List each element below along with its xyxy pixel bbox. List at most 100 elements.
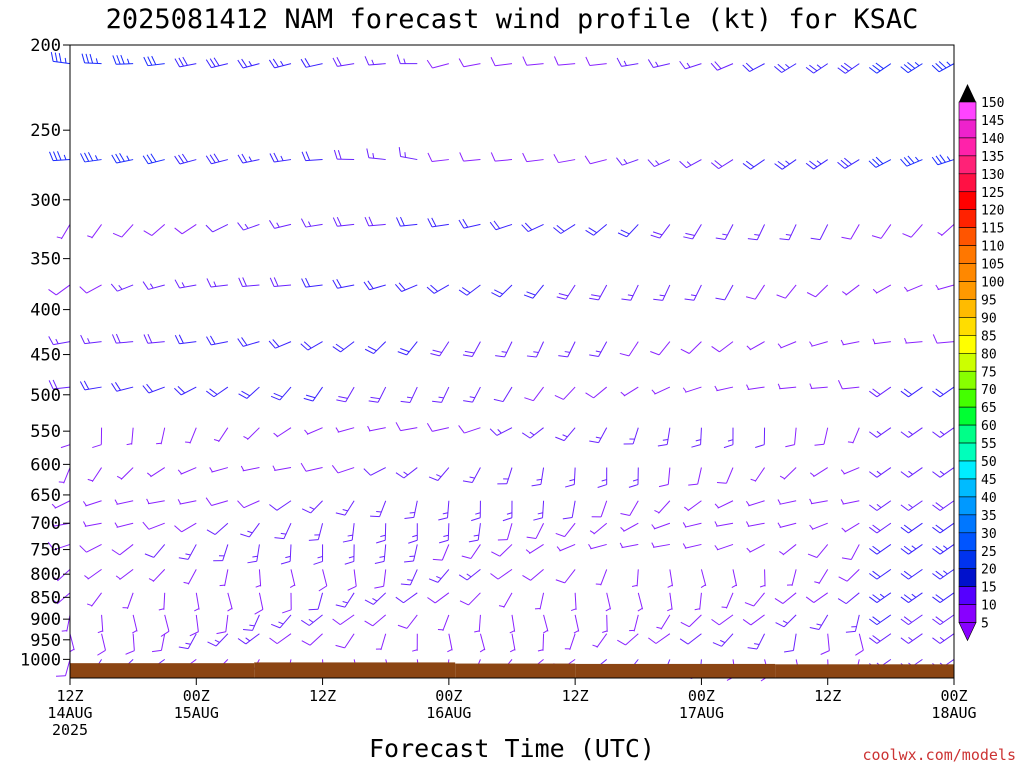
wind-barb bbox=[650, 224, 671, 239]
wind-barb bbox=[395, 467, 418, 479]
wind-barb bbox=[747, 224, 766, 241]
wind-barb bbox=[617, 633, 639, 646]
wind-barb bbox=[654, 500, 671, 514]
wind-barb bbox=[272, 465, 292, 472]
wind-barb bbox=[183, 569, 197, 585]
wind-barb bbox=[427, 152, 449, 163]
wind-barb bbox=[447, 633, 453, 653]
wind-barb bbox=[185, 427, 197, 444]
wind-barb bbox=[620, 386, 639, 397]
terrain-segment bbox=[70, 663, 255, 678]
wind-barb bbox=[408, 523, 418, 544]
colorbar-top-arrow bbox=[959, 84, 976, 102]
wind-barb bbox=[637, 592, 644, 612]
x-tick-label: 00Z bbox=[183, 687, 210, 705]
wind-barb bbox=[490, 568, 513, 580]
colorbar-bin bbox=[958, 460, 977, 480]
colorbar-tick-label: 50 bbox=[981, 455, 997, 470]
wind-barb bbox=[840, 467, 860, 475]
wind-barb bbox=[525, 544, 544, 555]
wind-barb bbox=[49, 151, 71, 162]
y-tick-label: 850 bbox=[30, 588, 61, 608]
wind-barb bbox=[86, 592, 102, 607]
wind-barb bbox=[255, 569, 262, 588]
wind-barb bbox=[219, 569, 229, 587]
wind-barb bbox=[115, 568, 134, 580]
wind-barb bbox=[629, 614, 639, 632]
wind-barb bbox=[207, 633, 229, 647]
wind-barb bbox=[301, 614, 323, 626]
wind-barb bbox=[775, 614, 797, 628]
wind-barbs bbox=[47, 52, 955, 682]
wind-barb bbox=[206, 335, 228, 346]
wind-barb bbox=[747, 633, 766, 650]
wind-barb bbox=[58, 467, 71, 484]
wind-barb bbox=[300, 218, 323, 228]
wind-barb bbox=[174, 334, 197, 345]
wind-barb bbox=[143, 55, 165, 67]
y-tick-label: 800 bbox=[30, 565, 61, 585]
wind-barb bbox=[679, 633, 702, 645]
wind-barb bbox=[412, 633, 418, 652]
x-tick-label: 15AUG bbox=[174, 704, 219, 722]
y-axis: 200 250 300 350 400 450 500 550 600 650 700 750 800 8… bbox=[20, 36, 70, 670]
wind-barb bbox=[840, 339, 860, 346]
wind-barb bbox=[142, 153, 165, 165]
colorbar-bin bbox=[958, 137, 977, 157]
wind-barb bbox=[111, 333, 134, 344]
wind-barb bbox=[174, 153, 197, 165]
wind-barb bbox=[364, 341, 387, 354]
wind-barb bbox=[87, 224, 102, 239]
wind-barb bbox=[240, 522, 260, 538]
wind-barb bbox=[374, 544, 387, 565]
wind-barb bbox=[238, 386, 260, 399]
wind-barb bbox=[142, 521, 165, 530]
colorbar-tick-label: 105 bbox=[981, 258, 1004, 273]
colorbar-bin bbox=[958, 370, 977, 390]
wind-barb bbox=[585, 56, 607, 67]
wind-barb bbox=[376, 523, 387, 544]
wind-barb bbox=[158, 592, 166, 611]
colorbar-bin bbox=[958, 586, 977, 605]
wind-barb bbox=[509, 633, 516, 653]
wind-barb bbox=[335, 633, 355, 649]
wind-barb bbox=[869, 522, 892, 534]
wind-barb bbox=[491, 544, 513, 557]
wind-barb bbox=[900, 386, 923, 398]
wind-barb bbox=[84, 568, 102, 580]
wind-barb bbox=[711, 614, 734, 626]
colorbar-bin bbox=[958, 119, 977, 139]
wind-barb bbox=[48, 284, 71, 296]
wind-barb bbox=[364, 56, 386, 66]
wind-barb bbox=[396, 54, 418, 65]
wind-barb bbox=[900, 544, 923, 555]
wind-barb bbox=[742, 62, 765, 72]
wind-barb bbox=[174, 56, 197, 68]
wind-barb bbox=[116, 467, 134, 480]
wind-barb bbox=[83, 521, 102, 527]
colorbar-bin bbox=[958, 191, 977, 211]
colorbar-tick-label: 20 bbox=[981, 563, 997, 578]
wind-barb bbox=[282, 592, 292, 614]
wind-barb bbox=[651, 522, 671, 530]
wind-barb bbox=[48, 336, 71, 346]
wind-barb bbox=[174, 386, 197, 396]
wind-barb bbox=[869, 467, 892, 478]
wind-barb bbox=[174, 522, 197, 533]
wind-barb bbox=[845, 614, 860, 633]
wind-barb bbox=[432, 386, 450, 403]
wind-barb bbox=[143, 333, 165, 344]
wind-barb bbox=[935, 284, 955, 291]
wind-barb bbox=[777, 383, 797, 390]
wind-barb bbox=[746, 521, 765, 527]
wind-barb bbox=[209, 467, 228, 473]
x-tick-label: 14AUG bbox=[47, 704, 92, 722]
wind-barb bbox=[51, 500, 71, 509]
x-axis-label: Forecast Time (UTC) bbox=[369, 734, 655, 763]
wind-barb bbox=[616, 157, 639, 166]
wind-barb bbox=[716, 467, 734, 484]
wind-barb bbox=[809, 498, 828, 505]
wind-barb bbox=[555, 427, 576, 442]
wind-barb bbox=[868, 62, 892, 74]
colorbar-tick-label: 40 bbox=[981, 491, 997, 506]
